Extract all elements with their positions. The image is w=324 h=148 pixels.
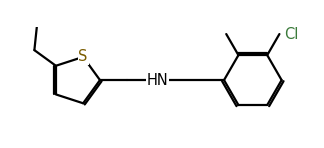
Text: Cl: Cl [284,26,298,42]
Text: S: S [78,49,88,64]
Text: HN: HN [147,73,168,88]
